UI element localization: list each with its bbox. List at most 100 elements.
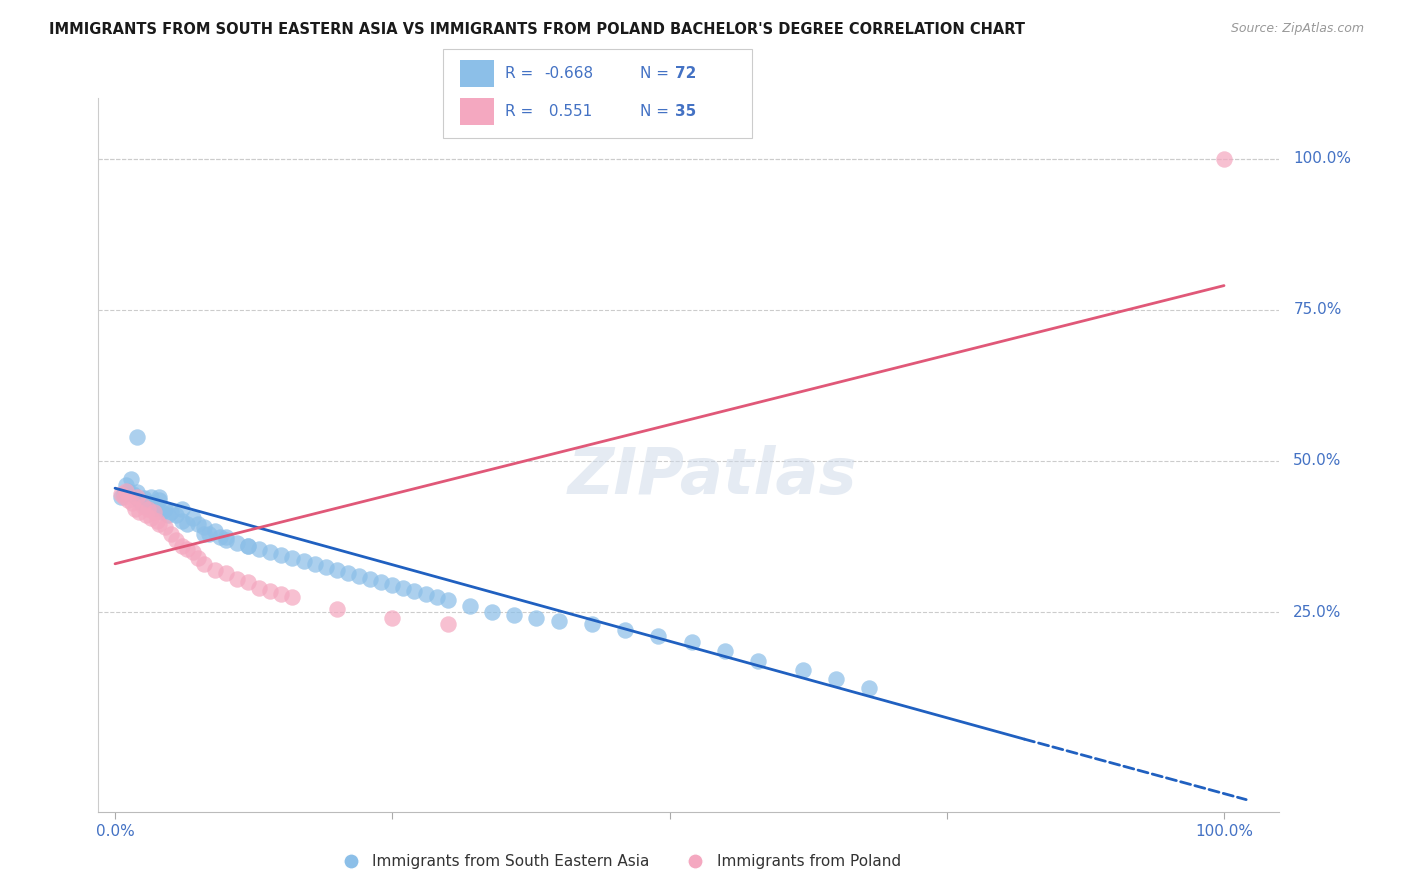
Point <box>336 566 359 580</box>
Point <box>150 505 173 519</box>
Point <box>187 517 209 532</box>
Text: 72: 72 <box>675 66 696 80</box>
Point <box>148 493 170 508</box>
Point <box>181 544 204 558</box>
Point <box>281 590 304 604</box>
Point <box>136 495 159 509</box>
Point <box>187 550 209 565</box>
Point <box>146 502 169 516</box>
Point <box>132 491 155 506</box>
Point <box>193 520 215 534</box>
Point <box>281 550 304 565</box>
Point <box>825 672 848 686</box>
Text: IMMIGRANTS FROM SOUTH EASTERN ASIA VS IMMIGRANTS FROM POLAND BACHELOR'S DEGREE C: IMMIGRANTS FROM SOUTH EASTERN ASIA VS IM… <box>49 22 1025 37</box>
Point <box>614 624 637 638</box>
Point <box>204 524 226 538</box>
Point <box>170 502 193 516</box>
Point <box>415 587 437 601</box>
Point <box>115 484 138 499</box>
Point <box>170 515 193 529</box>
Point <box>247 581 270 595</box>
Point <box>292 554 315 568</box>
Point <box>215 533 238 547</box>
Point <box>117 493 139 508</box>
Point <box>159 505 181 519</box>
Point <box>159 526 181 541</box>
Point <box>547 614 569 628</box>
Point <box>193 526 215 541</box>
Point <box>526 611 548 625</box>
Point <box>359 572 381 586</box>
Point <box>193 557 215 571</box>
Point <box>1213 152 1236 166</box>
Point <box>115 478 138 492</box>
Point <box>139 490 162 504</box>
Point <box>136 502 159 516</box>
Legend: Immigrants from South Eastern Asia, Immigrants from Poland: Immigrants from South Eastern Asia, Immi… <box>329 848 907 875</box>
Point <box>176 517 198 532</box>
Point <box>681 635 703 649</box>
Point <box>112 487 135 501</box>
Point <box>127 490 149 504</box>
Point <box>714 644 737 658</box>
Point <box>270 548 292 562</box>
Point <box>392 581 415 595</box>
Point <box>121 496 143 510</box>
Point <box>112 490 135 504</box>
Point <box>436 593 458 607</box>
Point <box>647 629 669 643</box>
Point <box>128 505 150 519</box>
Point <box>858 681 880 695</box>
Point <box>581 617 603 632</box>
Point <box>481 605 503 619</box>
Point <box>426 590 449 604</box>
Point <box>153 502 176 516</box>
Point <box>304 557 326 571</box>
Text: Source: ZipAtlas.com: Source: ZipAtlas.com <box>1230 22 1364 36</box>
Text: R =: R = <box>505 66 533 80</box>
Text: ZIPatlas: ZIPatlas <box>568 445 858 508</box>
Point <box>165 533 187 547</box>
Point <box>458 599 481 613</box>
Text: 35: 35 <box>675 104 696 119</box>
Point <box>381 578 404 592</box>
Point <box>209 530 232 544</box>
Point <box>247 541 270 556</box>
Point <box>110 487 132 501</box>
Point <box>142 496 165 510</box>
Point <box>120 472 142 486</box>
Text: 0.551: 0.551 <box>544 104 592 119</box>
Point <box>270 587 292 601</box>
Point <box>215 566 238 580</box>
Point <box>135 508 157 523</box>
Point <box>176 541 198 556</box>
Point <box>121 487 143 501</box>
Point <box>404 584 426 599</box>
Point <box>128 493 150 508</box>
Point <box>135 500 157 514</box>
Text: -0.668: -0.668 <box>544 66 593 80</box>
Point <box>370 574 392 589</box>
Text: N =: N = <box>640 104 669 119</box>
Point <box>326 602 349 616</box>
Point <box>132 500 155 514</box>
Point <box>259 544 281 558</box>
Point <box>148 517 170 532</box>
Text: 25.0%: 25.0% <box>1294 605 1341 620</box>
Point <box>226 535 249 549</box>
Point <box>436 617 458 632</box>
Point <box>146 515 169 529</box>
Point <box>143 498 166 512</box>
Point <box>127 430 149 444</box>
Point <box>127 485 149 500</box>
Point <box>259 584 281 599</box>
Point <box>142 505 165 519</box>
Point <box>131 496 153 510</box>
Point <box>198 526 221 541</box>
Point <box>347 569 370 583</box>
Point <box>181 511 204 525</box>
Point <box>153 520 176 534</box>
Point <box>124 502 146 516</box>
Point <box>124 489 146 503</box>
Point <box>148 490 170 504</box>
